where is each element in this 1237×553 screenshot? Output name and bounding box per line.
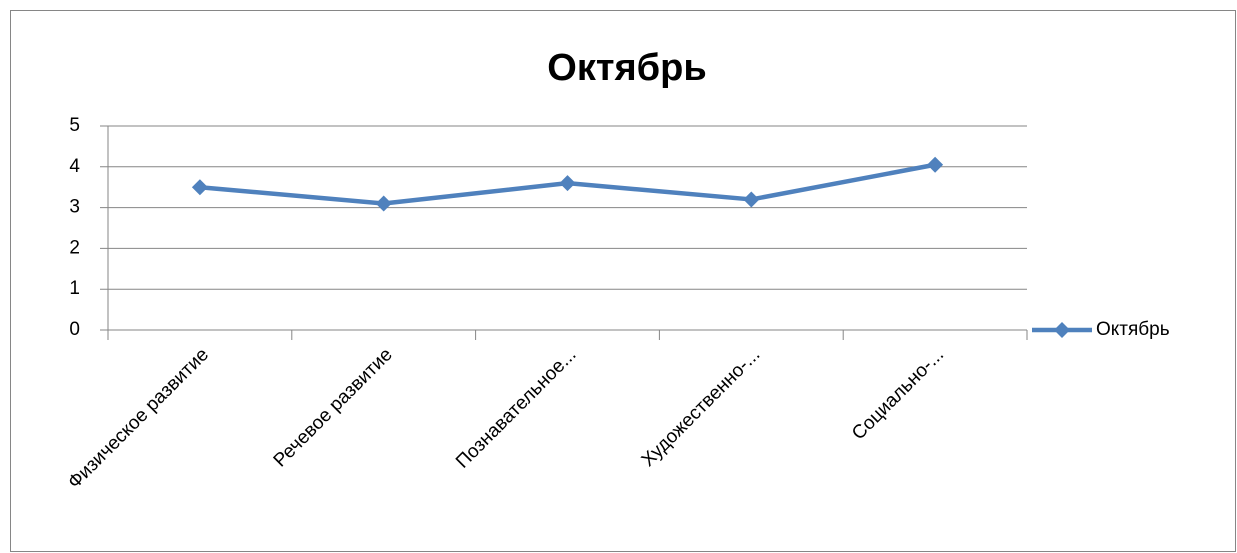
data-point [375,195,392,212]
legend-label: Октябрь [1096,319,1170,340]
y-tick-label: 2 [69,237,80,258]
y-tick-label: 3 [69,197,80,218]
y-tick-label: 4 [69,156,80,177]
chart-title: Октябрь [547,47,706,89]
data-point [191,179,208,196]
legend-marker [1054,322,1070,338]
data-point [927,156,944,173]
y-tick-label: 5 [69,115,80,136]
y-tick-label: 1 [69,278,80,299]
data-point [743,191,760,208]
chart-frame [10,10,1236,552]
y-tick-label: 0 [69,319,80,340]
data-point [559,175,576,192]
